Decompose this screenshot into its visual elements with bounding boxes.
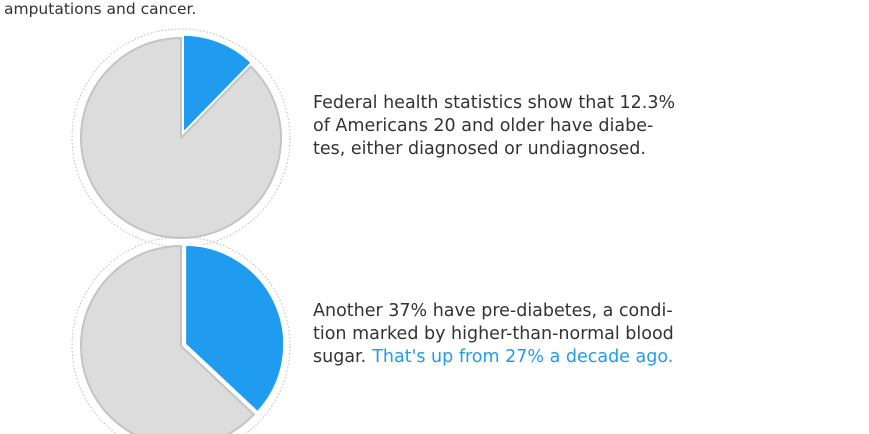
note-line: tion marked by higher-than-normal blood	[313, 324, 674, 344]
note-line: Federal health statistics show that 12.3…	[313, 93, 675, 113]
pie-slice	[183, 242, 287, 415]
note-line: sugar.	[313, 347, 366, 367]
note-line: tes, either diagnosed or undiagnosed.	[313, 139, 646, 159]
note-line: of Americans 20 and older have diabe-	[313, 116, 653, 136]
pie-slice	[80, 37, 282, 239]
pie-slice	[181, 32, 254, 136]
pie-outline	[71, 236, 291, 434]
note-line: Another 37% have pre-diabetes, a condi-	[313, 301, 673, 321]
note-highlight: That's up from 27% a decade ago.	[371, 347, 673, 367]
pie-slice	[80, 245, 255, 434]
intro-text: amputations and cancer.	[4, 0, 196, 18]
pie-outline	[71, 28, 291, 248]
